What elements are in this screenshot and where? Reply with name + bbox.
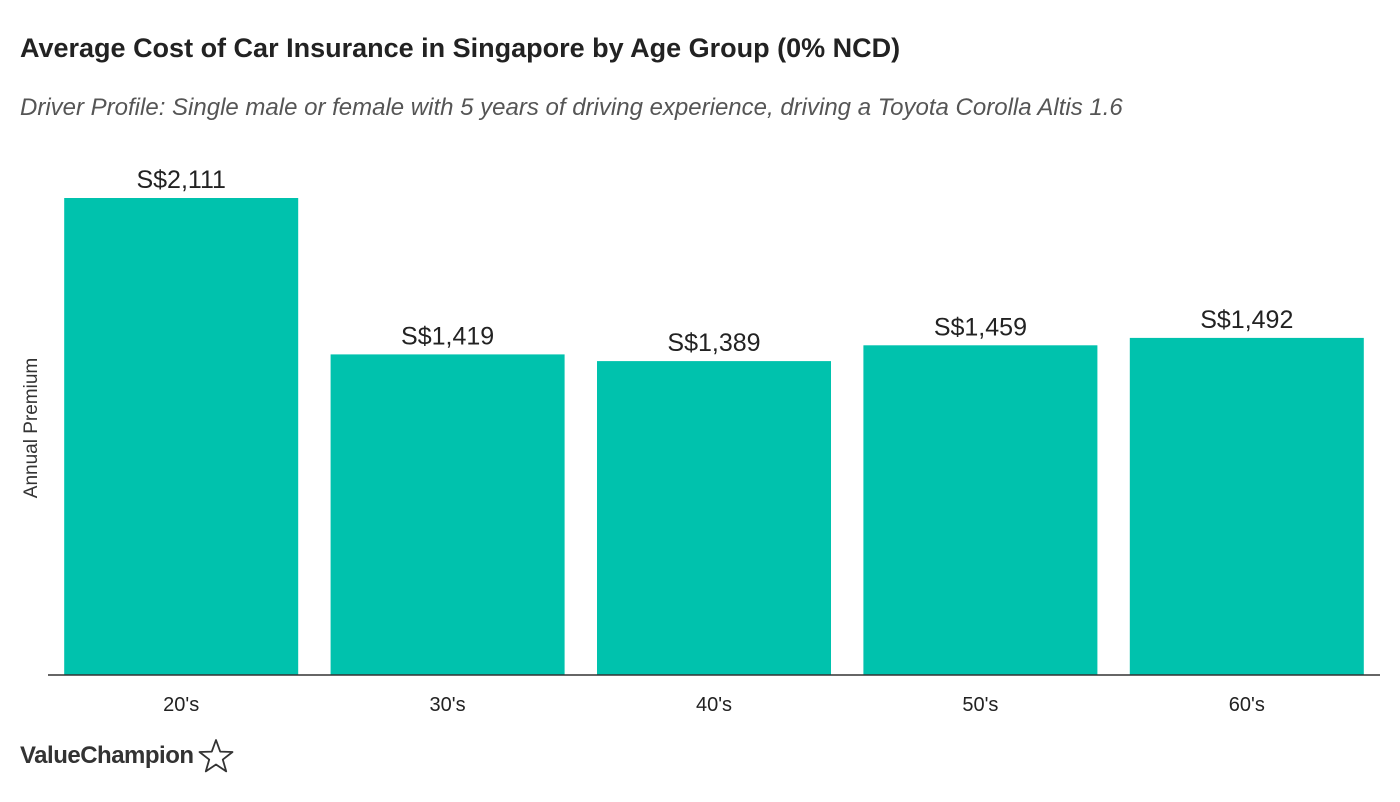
star-outline-icon — [198, 739, 233, 773]
bar-1 — [330, 354, 565, 675]
x-tick-label-2: 40's — [696, 694, 732, 716]
brand-name: ValueChampion — [20, 742, 194, 769]
bars-layer — [64, 198, 1364, 675]
bar-4 — [1129, 337, 1364, 675]
data-label-2: S$1,389 — [667, 329, 760, 357]
bar-0 — [64, 198, 299, 675]
x-tick-label-1: 30's — [430, 694, 466, 716]
y-axis-label: Annual Premium — [21, 358, 42, 498]
x-tick-label-4: 60's — [1229, 694, 1265, 716]
data-labels-layer: S$2,111 S$1,419 S$1,389 S$1,459 S$1,492 — [136, 166, 1293, 357]
bar-3 — [863, 345, 1098, 675]
chart-subtitle: Driver Profile: Single male or female wi… — [20, 94, 1123, 121]
x-tick-label-0: 20's — [163, 694, 199, 716]
brand-logo: ValueChampion — [20, 736, 234, 776]
x-tick-label-3: 50's — [962, 694, 998, 716]
data-label-0: S$2,111 — [136, 166, 225, 194]
x-tick-labels-layer: 20's 30's 40's 50's 60's — [163, 694, 1265, 716]
chart-title: Average Cost of Car Insurance in Singapo… — [20, 33, 901, 63]
bar-2 — [597, 361, 831, 675]
data-label-1: S$1,419 — [401, 322, 494, 350]
data-label-4: S$1,492 — [1200, 306, 1293, 334]
data-label-3: S$1,459 — [934, 313, 1027, 341]
